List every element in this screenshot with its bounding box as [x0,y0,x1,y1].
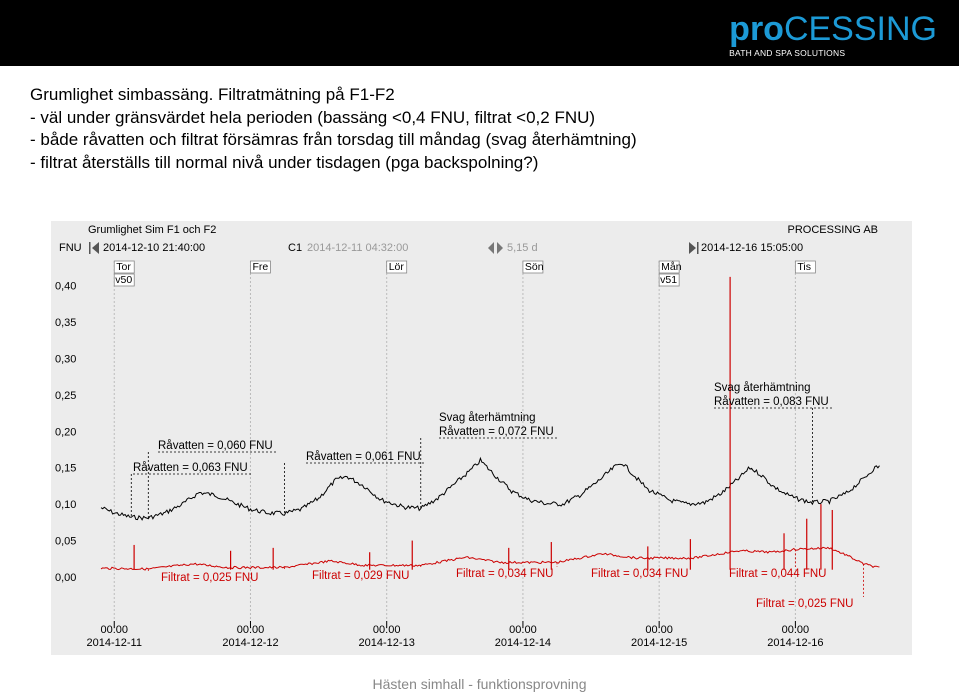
x-tick-date: 2014-12-16 [767,637,823,649]
company-label: PROCESSING AB [788,224,878,236]
logo-tagline: BATH AND SPA SOLUTIONS [729,48,846,58]
x-tick-date: 2014-12-11 [87,637,142,649]
turbidity-chart: Grumlighet Sim F1 och F2 PROCESSING AB F… [51,221,912,655]
x-tick-time: 00:00 [509,624,537,636]
day-marker-label: Fre [252,261,268,273]
x-tick-time: 00:00 [782,624,810,636]
nav-right-icon[interactable] [689,242,699,254]
day-marker-label: Mån [661,261,682,273]
day-marker-label: Sön [525,261,544,273]
footer-text: Hästen simhall - funktionsprovning [372,676,587,692]
x-tick-date: 2014-12-12 [222,637,278,649]
y-tick-label: 0,35 [55,317,76,329]
day-marker-label: Tis [797,261,811,273]
x-tick-time: 00:00 [373,624,401,636]
start-time: 2014-12-10 21:40:00 [103,242,205,254]
week-marker-label: v51 [660,274,677,286]
annotation-text: Råvatten = 0,060 FNU [158,440,273,452]
annotation-text: Råvatten = 0,061 FNU [306,451,421,463]
day-marker-box [522,260,544,274]
day-marker-box [794,260,816,274]
x-tick-date: 2014-12-15 [631,637,687,649]
note-line: - filtrat återställs till normal nivå un… [30,152,539,172]
y-tick-label: 0,10 [55,499,76,511]
note-line: Grumlighet simbassäng. Filtratmätning på… [30,85,395,104]
annotation-text: Svag återhämtning [439,412,536,424]
annotation-text: Filtrat = 0,044 FNU [729,568,826,580]
span-label: 5,15 d [507,242,538,254]
processing-logo: proCESSING BATH AND SPA SOLUTIONS [729,12,937,58]
chart-title: Grumlighet Sim F1 och F2 [88,224,216,236]
x-tick-date: 2014-12-14 [495,637,551,649]
zoom-arrows-icon[interactable] [488,242,503,254]
y-tick-label: 0,40 [55,281,76,293]
day-marker-box [658,260,680,274]
week-marker-label: v50 [115,274,132,286]
annotation-text: Råvatten = 0,063 FNU [133,462,248,474]
day-marker-box [386,260,408,274]
annotation-text: Råvatten = 0,072 FNU [439,426,554,438]
annotation-text: Svag återhämtning [714,382,811,394]
annotation-text: Filtrat = 0,025 FNU [756,598,853,610]
annotation-text: Filtrat = 0,034 FNU [456,568,553,580]
y-tick-label: 0,25 [55,390,76,402]
day-marker-box [250,260,271,274]
annotation-text: Filtrat = 0,029 FNU [312,570,409,582]
x-tick-time: 00:00 [645,624,673,636]
y-tick-label: 0,00 [55,572,76,584]
y-tick-label: 0,20 [55,426,76,438]
end-time: 2014-12-16 15:05:00 [701,242,803,254]
annotation-text: Filtrat = 0,025 FNU [161,572,258,584]
notes-block: Grumlighet simbassäng. Filtratmätning på… [30,84,930,174]
day-marker-label: Tor [116,261,131,273]
note-line: - både råvatten och filtrat försämras fr… [30,130,637,149]
x-tick-time: 00:00 [100,624,128,636]
filtrat-line [100,546,880,571]
annotation-text: Filtrat = 0,034 FNU [591,568,688,580]
chart-panel: Grumlighet Sim F1 och F2 PROCESSING AB F… [51,221,912,655]
day-marker-box [113,260,135,274]
annotation-text: Råvatten = 0,083 FNU [714,396,829,408]
week-marker-box [658,273,680,287]
x-tick-time: 00:00 [237,624,265,636]
week-marker-box [113,273,135,287]
logo-pro: pro [729,10,784,48]
cursor-time: 2014-12-11 04:32:00 [307,242,408,254]
header-bar: proCESSING BATH AND SPA SOLUTIONS [0,0,959,66]
nav-left-icon[interactable] [89,242,99,254]
day-marker-label: Lör [389,261,405,273]
unit-label: FNU [59,242,82,254]
note-line: - väl under gränsvärdet hela perioden (b… [30,107,596,127]
y-tick-label: 0,15 [55,463,76,475]
logo-cessing: CESSING [783,10,937,48]
ravatten-line [100,456,880,521]
x-tick-date: 2014-12-13 [359,637,415,649]
y-tick-label: 0,30 [55,353,76,365]
y-tick-label: 0,05 [55,536,76,548]
cursor-label: C1 [288,242,302,254]
